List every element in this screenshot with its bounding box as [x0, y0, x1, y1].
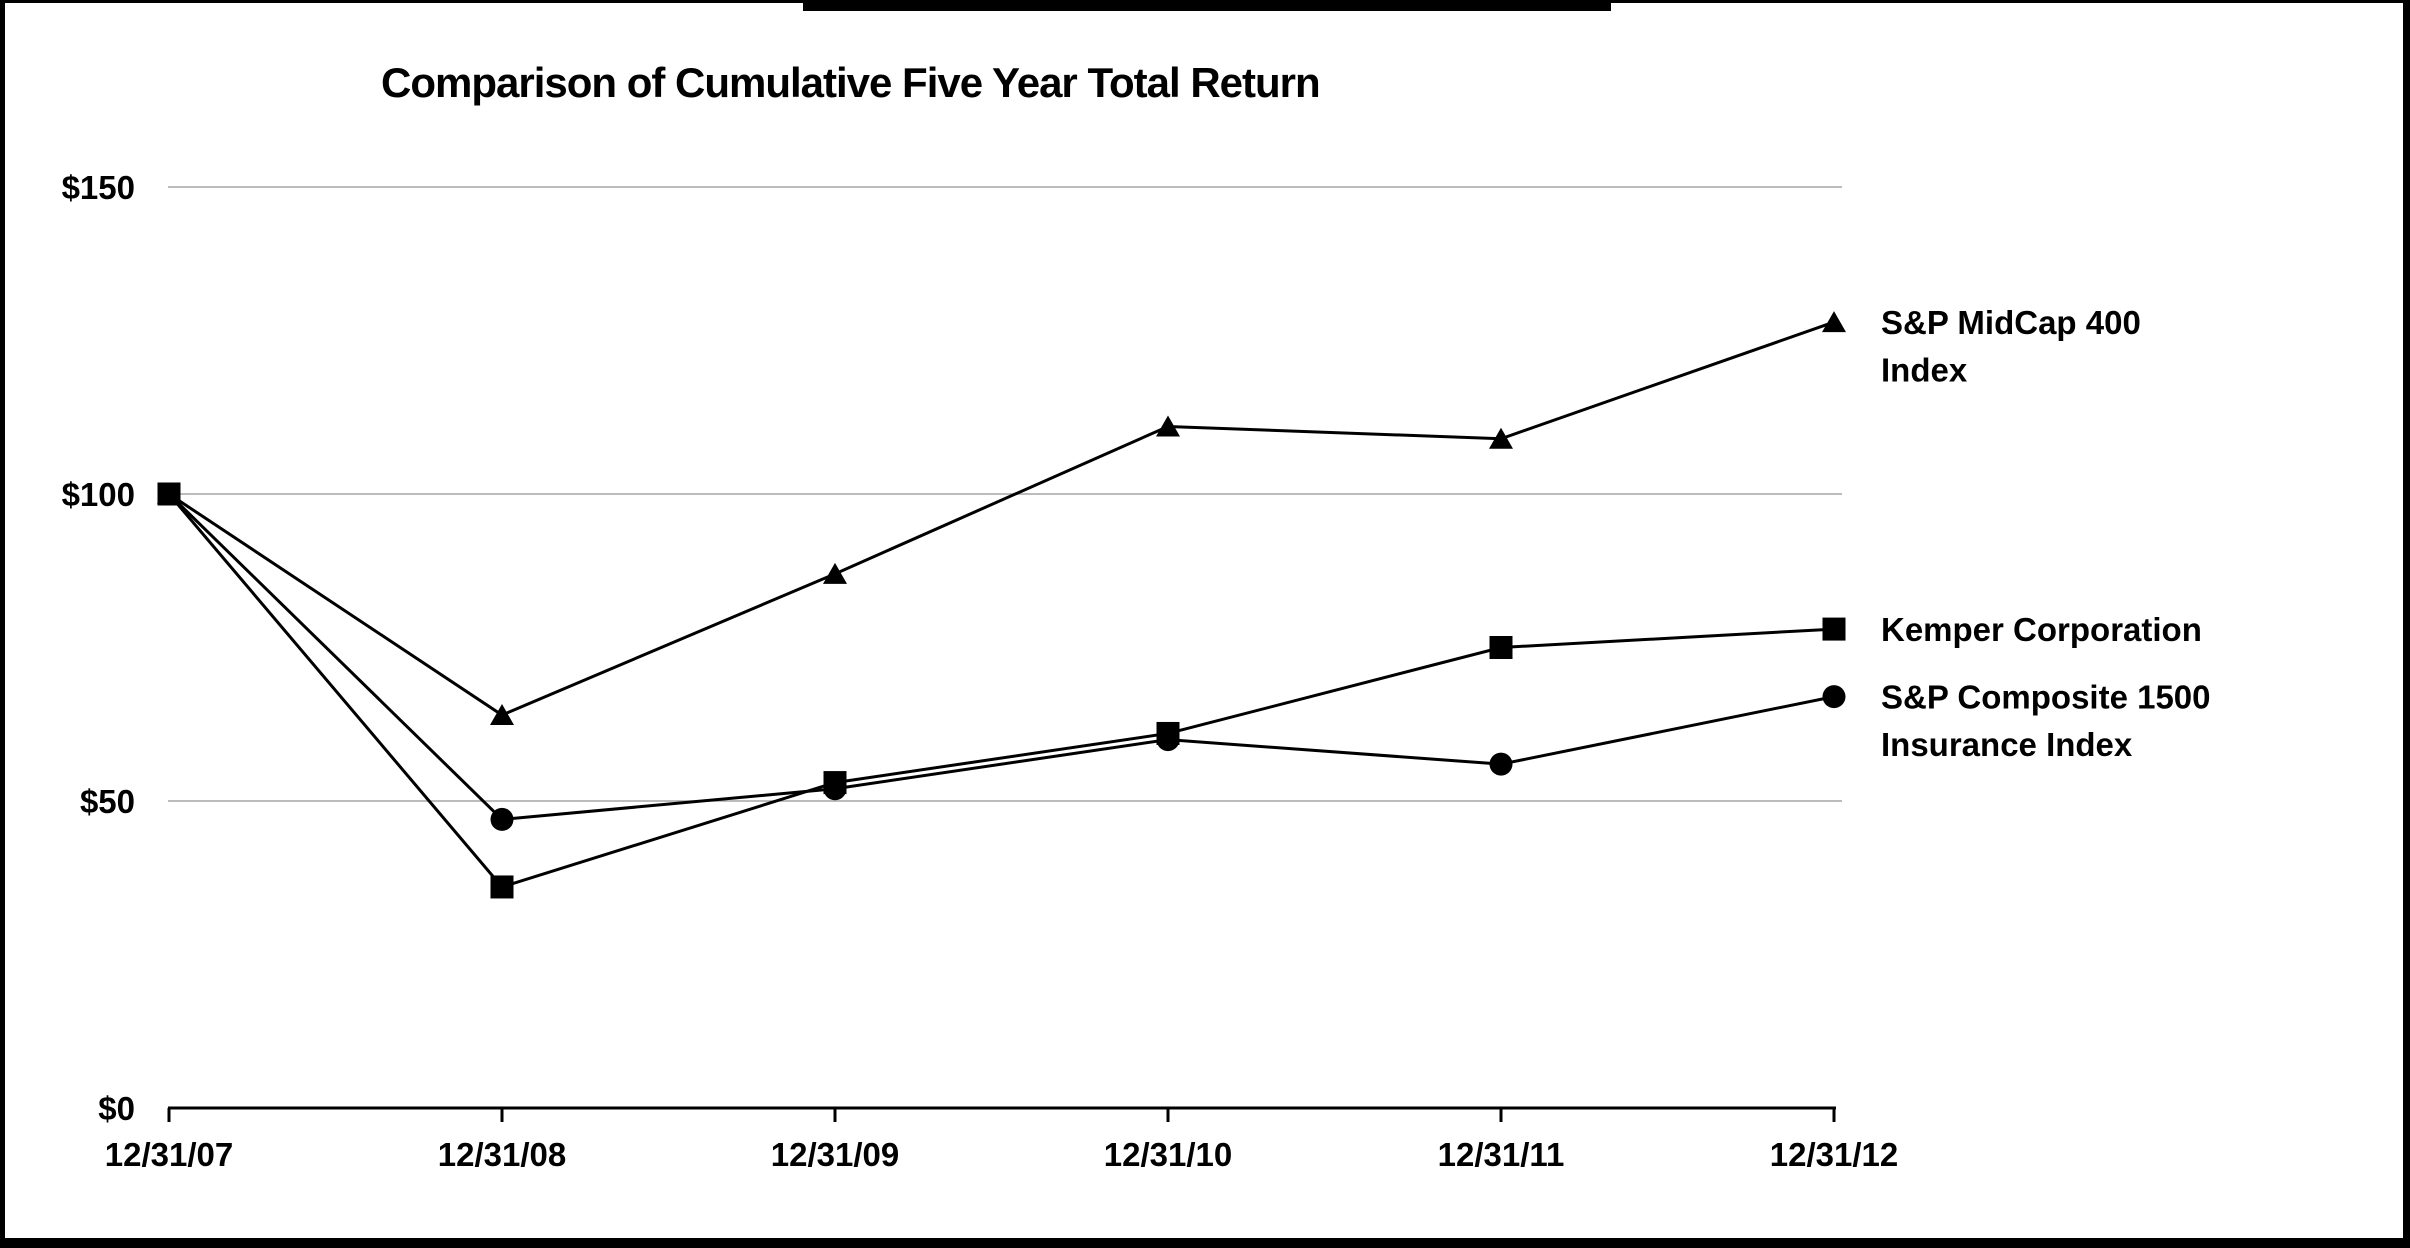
y-axis-label-0: $0 — [98, 1090, 135, 1127]
legend-label-s-p-composite-1500-insurance-index-line2: Insurance Index — [1881, 726, 2133, 763]
marker-square-kemper-corporation-12-31-10 — [1156, 721, 1180, 745]
marker-square-kemper-corporation-12-31-11 — [1489, 636, 1513, 659]
legend-label-s-p-midcap-400-index-line2: Index — [1881, 352, 1968, 389]
top-edge-artifact-bar — [803, 3, 1611, 11]
marker-square-kemper-corporation-12-31-08 — [490, 875, 514, 899]
y-axis-label-150: $150 — [62, 169, 135, 206]
marker-circle-s-p-composite-1500-insurance-index-12-31-08 — [490, 807, 514, 831]
marker-triangle-s-p-midcap-400-index-12-31-09 — [823, 562, 847, 584]
x-axis-label-12-31-12: 12/31/12 — [1770, 1136, 1898, 1173]
marker-triangle-s-p-midcap-400-index-12-31-08 — [490, 704, 514, 726]
marker-triangle-s-p-midcap-400-index-12-31-11 — [1489, 427, 1513, 449]
x-axis-label-12-31-10: 12/31/10 — [1104, 1136, 1232, 1173]
x-axis-label-12-31-09: 12/31/09 — [771, 1136, 899, 1173]
x-axis-label-12-31-08: 12/31/08 — [438, 1136, 566, 1173]
performance-line-chart: $0 $50 $100 $150 12/31/07 12/31/08 12/31/09 12/… — [62, 169, 2211, 1173]
marker-triangle-s-p-midcap-400-index-12-31-12 — [1822, 311, 1846, 333]
y-axis-label-100: $100 — [62, 476, 135, 513]
marker-circle-s-p-composite-1500-insurance-index-12-31-11 — [1489, 752, 1513, 776]
marker-square-kemper-corporation-12-31-07 — [157, 482, 181, 506]
marker-square-kemper-corporation-12-31-12 — [1822, 617, 1846, 641]
series-line-s-p-midcap-400-index — [168, 320, 1835, 717]
chart-title: Comparison of Cumulative Five Year Total… — [381, 59, 1321, 106]
legend-label-kemper-corporation-line1: Kemper Corporation — [1881, 611, 2202, 648]
x-axis-label-12-31-11: 12/31/11 — [1438, 1136, 1565, 1173]
legend-label-s-p-midcap-400-index-line1: S&P MidCap 400 — [1881, 304, 2141, 341]
marker-triangle-s-p-midcap-400-index-12-31-10 — [1156, 415, 1180, 437]
y-axis-label-50: $50 — [80, 783, 135, 820]
series-line-kemper-corporation — [167, 493, 1835, 889]
marker-square-kemper-corporation-12-31-09 — [823, 771, 847, 795]
marker-circle-s-p-composite-1500-insurance-index-12-31-12 — [1822, 685, 1846, 709]
legend-label-s-p-composite-1500-insurance-index-line1: S&P Composite 1500 — [1881, 679, 2211, 716]
series-line-s-p-composite-1500-insurance-index — [167, 492, 1835, 821]
x-axis-label-12-31-07: 12/31/07 — [105, 1136, 233, 1173]
